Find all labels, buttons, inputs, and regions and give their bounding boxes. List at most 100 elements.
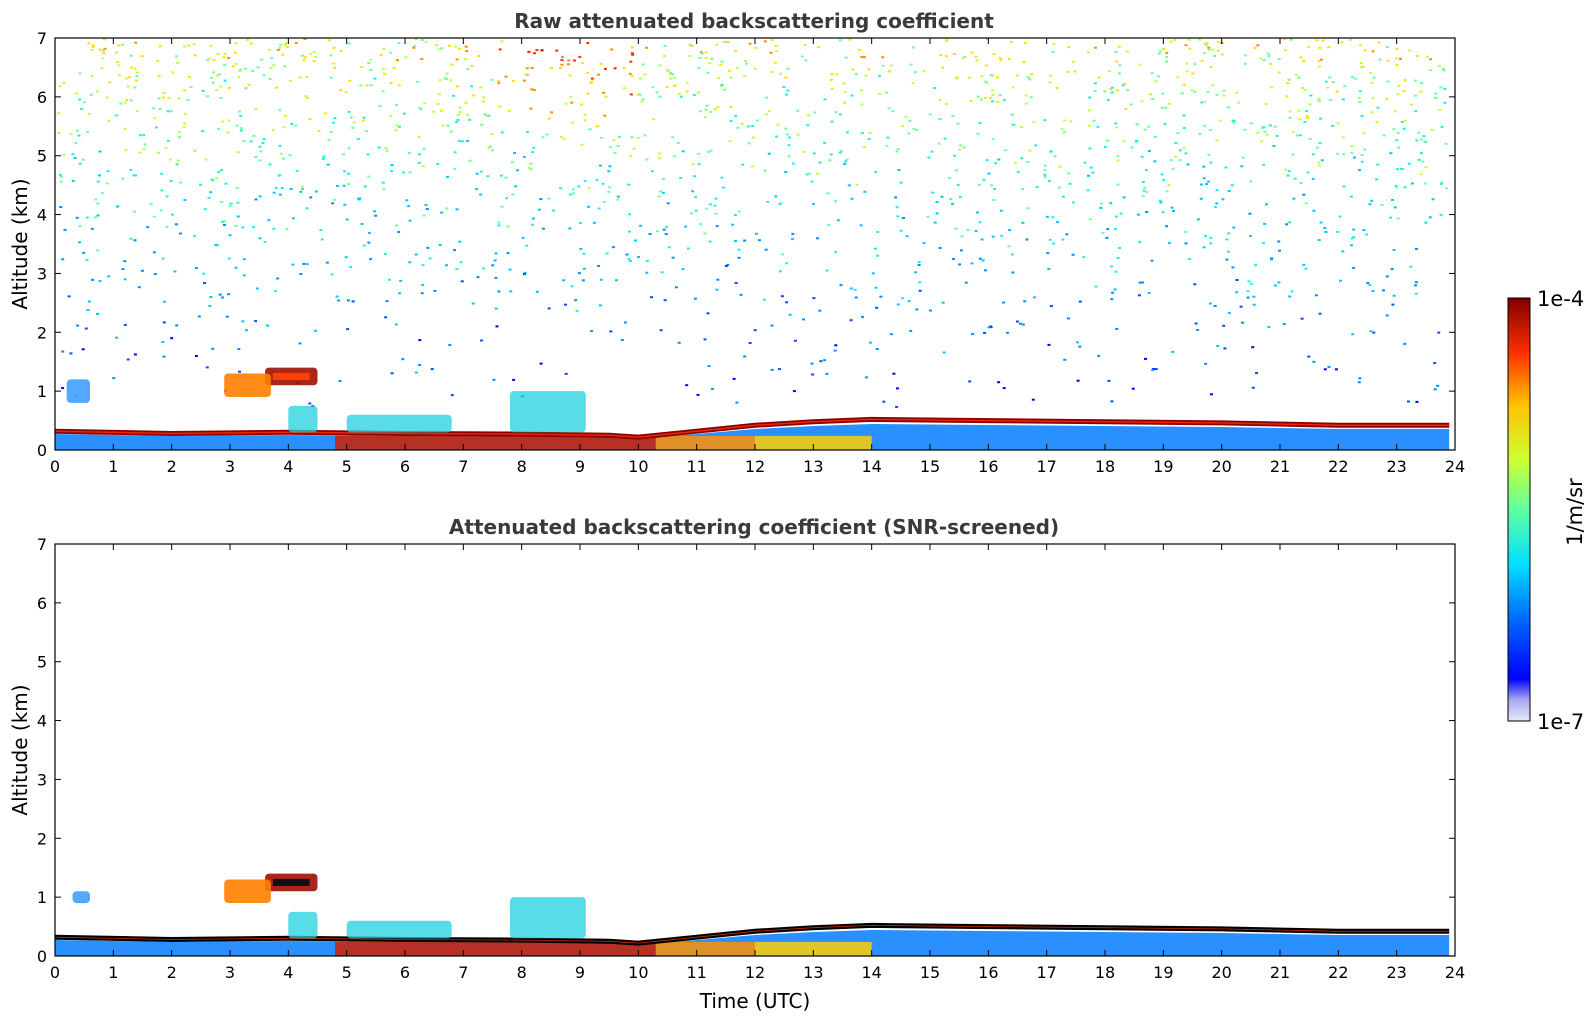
noise-pixel	[1066, 70, 1070, 73]
noise-pixel	[1282, 323, 1286, 326]
noise-pixel	[976, 95, 980, 98]
noise-pixel	[1396, 217, 1400, 220]
noise-pixel	[992, 53, 996, 56]
noise-pixel	[436, 103, 440, 105]
y-tick-label: 5	[37, 653, 47, 672]
noise-pixel	[1433, 388, 1437, 391]
noise-pixel	[762, 298, 766, 301]
noise-pixel	[210, 76, 214, 79]
noise-pixel	[631, 53, 635, 56]
noise-pixel	[382, 188, 386, 191]
noise-pixel	[697, 152, 701, 155]
noise-pixel	[843, 101, 847, 104]
noise-pixel	[869, 341, 872, 344]
noise-pixel	[607, 190, 611, 193]
panel-screened-xlabel: Time (UTC)	[699, 989, 811, 1013]
noise-pixel	[1164, 106, 1168, 109]
noise-pixel	[326, 163, 330, 166]
noise-pixel	[1109, 265, 1113, 268]
noise-pixel	[1015, 74, 1019, 77]
noise-pixel	[203, 282, 207, 285]
noise-pixel	[751, 165, 755, 168]
noise-pixel	[1213, 206, 1217, 208]
noise-pixel	[529, 107, 533, 110]
noise-pixel	[408, 219, 412, 222]
noise-pixel	[1243, 62, 1247, 65]
noise-pixel	[1171, 350, 1175, 353]
noise-pixel	[218, 293, 222, 296]
noise-pixel	[1323, 368, 1327, 371]
noise-pixel	[268, 77, 272, 80]
noise-pixel	[728, 69, 731, 72]
noise-pixel	[1025, 238, 1029, 241]
noise-pixel	[1016, 320, 1019, 323]
noise-pixel	[1106, 139, 1109, 142]
noise-pixel	[119, 102, 123, 105]
noise-pixel	[889, 64, 893, 67]
noise-pixel	[1187, 38, 1191, 41]
noise-pixel	[1218, 119, 1222, 122]
noise-pixel	[644, 46, 648, 49]
x-tick-label: 6	[400, 963, 410, 982]
noise-pixel	[560, 63, 564, 66]
aerosol-plume	[510, 391, 586, 433]
noise-pixel	[346, 299, 350, 302]
noise-pixel	[1391, 303, 1395, 306]
noise-pixel	[1370, 199, 1374, 202]
noise-pixel	[1304, 267, 1308, 270]
noise-pixel	[57, 132, 61, 134]
noise-pixel	[1414, 284, 1417, 287]
noise-pixel	[438, 243, 442, 246]
noise-pixel	[955, 169, 958, 172]
noise-pixel	[142, 134, 146, 137]
noise-pixel	[991, 138, 995, 141]
noise-pixel	[905, 235, 909, 238]
noise-pixel	[663, 45, 667, 47]
noise-pixel	[1048, 81, 1052, 84]
noise-pixel	[748, 342, 752, 344]
noise-pixel	[1145, 211, 1149, 213]
noise-pixel	[414, 371, 418, 374]
noise-pixel	[1220, 53, 1224, 56]
noise-pixel	[823, 141, 827, 144]
noise-pixel	[1193, 90, 1197, 93]
noise-pixel	[788, 136, 792, 139]
noise-pixel	[587, 205, 591, 208]
noise-pixel	[1437, 65, 1441, 67]
noise-pixel	[347, 110, 351, 113]
noise-pixel	[239, 129, 243, 132]
noise-pixel	[1118, 72, 1121, 75]
noise-pixel	[1066, 317, 1070, 320]
noise-pixel	[137, 286, 141, 289]
noise-pixel	[849, 319, 853, 322]
noise-pixel	[1302, 263, 1306, 266]
noise-pixel	[1297, 109, 1301, 112]
noise-pixel	[450, 394, 454, 397]
noise-pixel	[580, 143, 584, 146]
noise-pixel	[360, 66, 364, 68]
noise-pixel	[569, 95, 573, 98]
noise-pixel	[1067, 172, 1071, 175]
noise-pixel	[512, 378, 516, 381]
noise-pixel	[1263, 222, 1267, 225]
noise-pixel	[1305, 110, 1309, 112]
noise-pixel	[499, 174, 503, 177]
noise-pixel	[1289, 38, 1293, 41]
noise-pixel	[1113, 227, 1117, 230]
noise-pixel	[1138, 240, 1141, 243]
noise-pixel	[975, 211, 979, 214]
noise-pixel	[1204, 362, 1208, 365]
noise-pixel	[59, 206, 63, 208]
noise-pixel	[197, 315, 201, 318]
noise-pixel	[885, 144, 889, 147]
noise-pixel	[189, 85, 193, 88]
noise-pixel	[1442, 69, 1446, 72]
noise-pixel	[134, 41, 138, 44]
noise-pixel	[1171, 167, 1175, 170]
noise-pixel	[1160, 173, 1164, 176]
noise-pixel	[130, 66, 134, 69]
noise-pixel	[1208, 128, 1212, 131]
noise-pixel	[1395, 63, 1399, 66]
noise-pixel	[764, 248, 768, 251]
noise-pixel	[1298, 134, 1302, 137]
